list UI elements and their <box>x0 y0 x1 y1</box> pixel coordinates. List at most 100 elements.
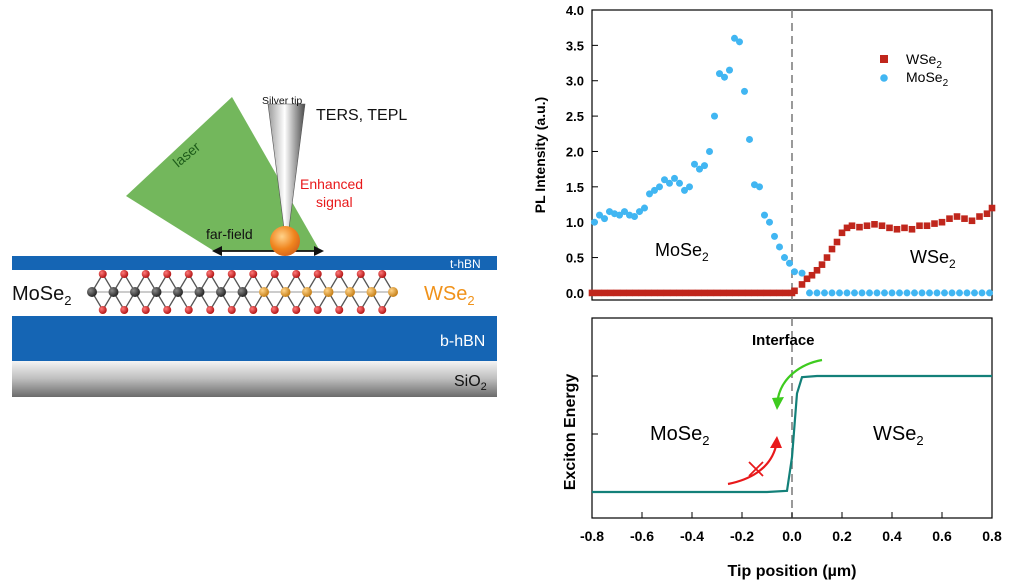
far-field-arrow-head-left <box>212 246 222 256</box>
wse2-data-point <box>886 224 893 232</box>
wse2-data-point <box>988 204 996 212</box>
wse2-data-point <box>701 289 708 297</box>
mose2-data-point <box>646 190 653 198</box>
mose2-data-point <box>716 70 723 78</box>
mose2-data-point <box>636 208 643 216</box>
wse2-data-point <box>983 210 991 218</box>
molybdenum-atom <box>194 287 205 297</box>
mose2-data-point <box>591 218 598 226</box>
mose2-data-point <box>888 289 896 297</box>
selenium-atom <box>98 306 107 314</box>
wse2-data-point <box>607 289 615 297</box>
ex-region-mose2-label: MoSe2 <box>650 423 709 448</box>
wse2-data-point <box>744 289 752 297</box>
wse2-data-point <box>638 289 646 297</box>
mose2-data-point <box>681 186 688 194</box>
wse2-data-point <box>848 222 856 230</box>
mose2-data-point <box>601 215 608 223</box>
wse2-data-point <box>828 245 836 253</box>
mose2-data-point <box>776 243 783 251</box>
wse2-data-point <box>938 218 946 226</box>
selenium-atom <box>313 306 322 314</box>
ex-xtick-label: -0.6 <box>630 528 654 544</box>
wse2-data-point <box>657 289 665 297</box>
mose2-data-point <box>963 289 971 297</box>
wse2-data-point <box>676 289 683 297</box>
molybdenum-atom <box>216 287 226 297</box>
wse2-data-point <box>878 222 886 230</box>
pl-ytick-label: 3.0 <box>566 74 584 89</box>
wse2-data-point <box>961 215 968 222</box>
enhanced-spot <box>270 226 300 256</box>
pl-ytick-label: 0.0 <box>566 286 584 301</box>
molybdenum-atom <box>173 287 183 297</box>
legend-label-mose2: MoSe2 <box>906 69 949 89</box>
mose2-data-point <box>851 289 858 297</box>
selenium-atom <box>270 306 279 314</box>
selenium-atom <box>227 270 236 278</box>
wse2-data-point <box>707 289 715 297</box>
wse2-data-point <box>838 229 846 237</box>
wse2-data-point <box>893 225 901 233</box>
pl-ytick-label: 2.5 <box>566 109 584 124</box>
wse2-data-point <box>713 289 721 297</box>
wse2-data-point <box>588 289 596 297</box>
wse2-data-point <box>663 289 671 297</box>
wse2-data-point <box>601 289 608 297</box>
mose2-data-point <box>821 289 828 297</box>
sio2-substrate <box>12 361 497 397</box>
wse2-data-point <box>769 289 777 297</box>
ex-xtick-label: 0.8 <box>982 528 1002 544</box>
wse2-data-point <box>751 289 758 297</box>
wse2-data-point <box>923 222 931 230</box>
mose2-data-point <box>731 34 738 42</box>
wse2-data-point <box>682 289 690 297</box>
laser-beam <box>126 97 320 251</box>
t-hbn-label: t-hBN <box>450 257 481 271</box>
wse2-data-point <box>863 222 871 230</box>
red-arrow-head <box>770 436 782 448</box>
tip-label: Silver tip <box>262 95 302 107</box>
wse2-data-point <box>613 289 621 297</box>
wse2-data-point <box>798 281 806 288</box>
far-field-arrow-head-right <box>314 246 324 256</box>
ex-xtick-label: -0.4 <box>680 528 704 544</box>
enhanced-label-1: Enhanced <box>300 176 363 192</box>
selenium-atom <box>313 270 322 278</box>
wse2-data-point <box>732 289 740 297</box>
wse2-data-point <box>632 289 640 297</box>
pl-ytick-label: 1.0 <box>566 215 584 230</box>
wse2-data-point <box>931 220 938 227</box>
tmd-lattice <box>87 270 398 314</box>
selenium-atom <box>227 306 236 314</box>
wse2-data-point <box>782 289 790 297</box>
wse2-data-point <box>946 215 953 222</box>
selenium-atom <box>249 306 258 314</box>
wse2-data-point <box>644 289 652 297</box>
legend-marker-mose2 <box>880 74 888 82</box>
legend-marker-wse2 <box>880 55 888 63</box>
selenium-atom <box>378 270 387 278</box>
wse2-data-point <box>953 213 961 220</box>
mose2-data-point <box>711 112 718 120</box>
mose2-data-point <box>701 162 708 170</box>
mose2-data-point <box>696 165 703 173</box>
mose2-data-point <box>971 289 978 297</box>
pl-ytick-label: 4.0 <box>566 3 584 18</box>
molybdenum-atom <box>108 287 119 297</box>
wse2-data-point <box>833 238 841 246</box>
green-transfer-arrow <box>776 358 823 399</box>
wse2-data-point <box>726 289 733 297</box>
mose2-data-point <box>806 289 813 297</box>
mose2-data-point <box>721 73 728 81</box>
wse2-data-point <box>813 266 821 274</box>
pl-ytick-label: 0.5 <box>566 251 584 266</box>
mose2-data-point <box>873 289 881 297</box>
mose2-data-point <box>761 211 768 219</box>
mose2-data-point <box>836 289 843 297</box>
mose2-data-point <box>726 66 733 74</box>
mose2-data-point <box>741 87 748 95</box>
selenium-atom <box>292 270 301 278</box>
enhanced-label-2: signal <box>316 194 353 210</box>
